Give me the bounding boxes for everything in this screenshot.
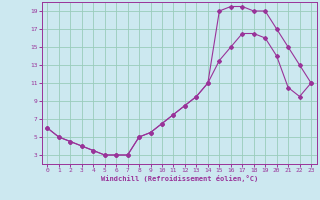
X-axis label: Windchill (Refroidissement éolien,°C): Windchill (Refroidissement éolien,°C) <box>100 175 258 182</box>
